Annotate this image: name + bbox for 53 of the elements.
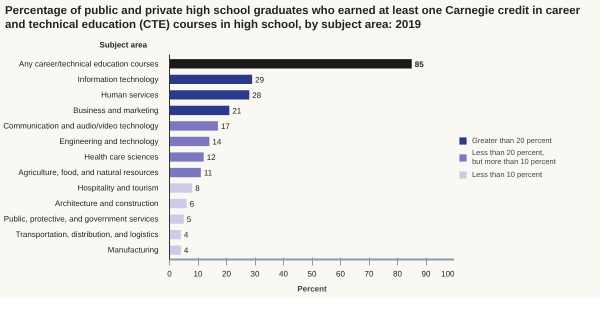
data-label: 6 <box>190 199 195 208</box>
x-tick-label: 30 <box>250 269 260 278</box>
bar <box>170 168 201 177</box>
bar <box>170 90 250 100</box>
bar <box>170 198 187 208</box>
bar <box>170 245 181 255</box>
y-tick-label: Information technology <box>78 74 158 84</box>
data-label: 12 <box>206 152 216 162</box>
data-label: 29 <box>255 75 265 84</box>
y-tick-label: Communication and audio/video technology <box>3 121 159 130</box>
y-tick-label: Health care sciences <box>84 152 159 162</box>
x-tick-label: 10 <box>194 269 203 278</box>
y-axis-title: Subject area <box>100 40 148 50</box>
x-tick-label: 90 <box>422 269 431 278</box>
data-label: 11 <box>204 168 213 178</box>
bar <box>170 136 210 146</box>
x-tick-label: 50 <box>308 269 317 278</box>
data-label: 4 <box>184 246 189 255</box>
x-tick-label: 60 <box>336 269 346 278</box>
data-label: 17 <box>220 122 230 131</box>
y-tick-label: Architecture and construction <box>54 198 158 208</box>
y-tick-label: Agriculture, food, and natural resources <box>18 168 158 177</box>
bar <box>170 106 230 115</box>
bar <box>170 121 218 130</box>
x-axis-title: Percent <box>297 284 328 294</box>
data-label: 8 <box>195 184 200 193</box>
y-tick-label: Manufacturing <box>108 245 159 254</box>
y-tick-label: Engineering and technology <box>59 136 158 146</box>
data-label: 4 <box>184 230 189 240</box>
x-tick-label: 70 <box>364 269 374 278</box>
bar <box>170 183 192 192</box>
bar <box>170 230 181 240</box>
x-tick-label: 100 <box>441 269 456 278</box>
bar <box>170 152 204 162</box>
data-label: 21 <box>232 106 242 116</box>
y-tick-label: Transportation, distribution, and logistics <box>16 230 159 239</box>
data-label: 5 <box>186 214 192 224</box>
data-label: 14 <box>212 137 222 146</box>
bar <box>170 74 252 84</box>
y-tick-label: Hospitality and tourism <box>78 183 159 192</box>
chart-title: Percentage of public and private high school graduates who earned at least one Carnegie credit in career and technical education (CTE) courses in high school, by subject area: 2019 <box>5 4 582 33</box>
x-tick-label: 40 <box>279 269 288 278</box>
data-label: 28 <box>252 90 262 100</box>
y-tick-label: Business and marketing <box>73 106 159 115</box>
y-tick-label: Any career/technical education courses <box>18 59 159 68</box>
y-tick-label: Public, protective, and government services <box>4 214 159 224</box>
bar <box>170 58 412 68</box>
x-tick-label: 20 <box>222 269 232 278</box>
x-tick-label: 80 <box>393 269 402 278</box>
x-tick-label: 0 <box>167 269 172 278</box>
y-tick-label: Human services <box>101 90 159 100</box>
data-label: 85 <box>414 60 424 69</box>
bar <box>170 214 184 224</box>
